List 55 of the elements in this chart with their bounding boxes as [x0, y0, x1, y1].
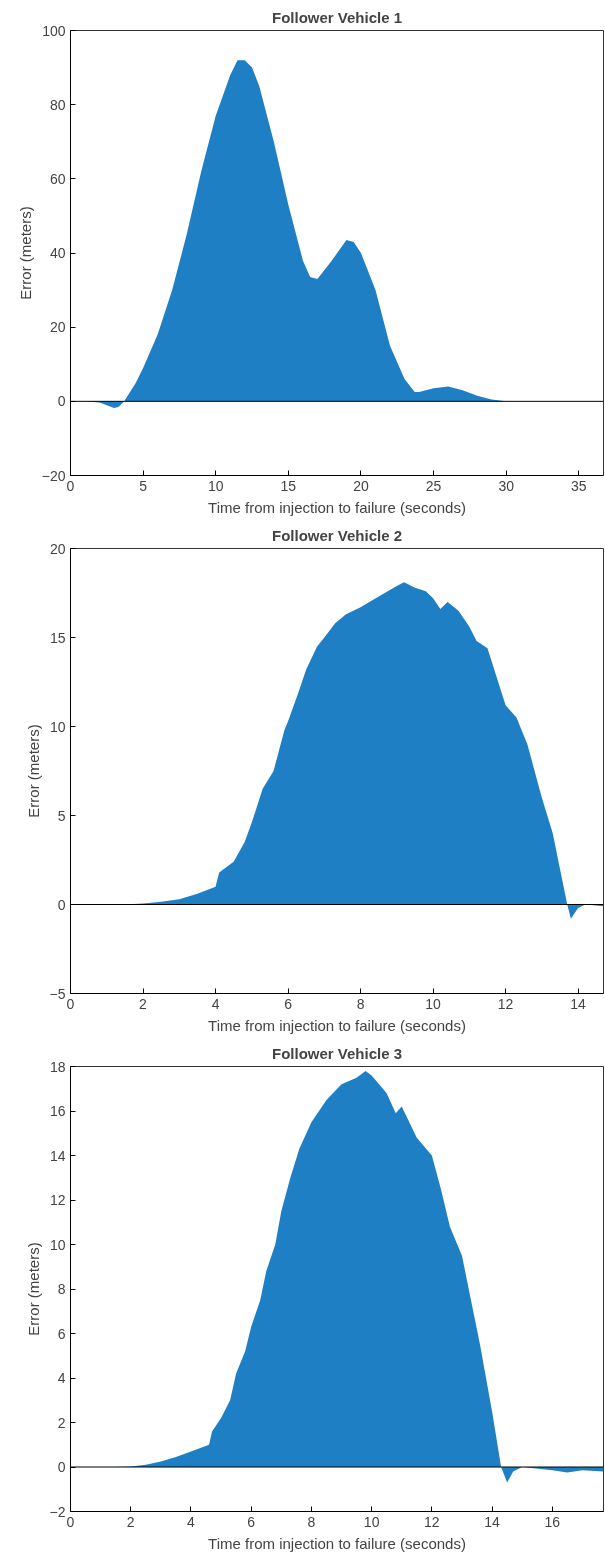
y-tick-label: −5 — [49, 985, 66, 1002]
y-tick-label: 0 — [57, 1459, 66, 1475]
y-tick-label: 5 — [57, 807, 66, 824]
y-tick-label: 18 — [49, 1058, 66, 1075]
y-axis-title: Error (meters) — [16, 206, 34, 300]
y-tick-label: −2 — [49, 1503, 66, 1520]
y-tick-label: −20 — [41, 467, 66, 484]
x-tick-label: 15 — [280, 477, 297, 494]
x-tick-label: 12 — [497, 995, 514, 1012]
x-tick-label: 10 — [363, 1513, 380, 1530]
x-axis-title: Time from injection to failure (seconds) — [208, 1534, 466, 1552]
x-tick-label: 25 — [425, 477, 442, 494]
x-tick-label: 12 — [424, 1513, 440, 1530]
y-tick-label: 60 — [49, 170, 66, 187]
chart-title: Follower Vehicle 3 — [271, 1044, 403, 1062]
y-tick-label: 80 — [49, 96, 66, 113]
y-axis-title: Error (meters) — [24, 724, 42, 818]
y-tick-label: 20 — [49, 319, 66, 336]
y-tick-label: 16 — [49, 1103, 66, 1119]
x-tick-label: 8 — [307, 1513, 316, 1530]
y-tick-label: 15 — [49, 629, 66, 646]
x-tick-label: 4 — [211, 995, 220, 1012]
y-tick-label: 100 — [42, 22, 66, 39]
y-tick-label: 6 — [57, 1325, 66, 1342]
x-tick-label: 6 — [284, 995, 293, 1012]
y-axis-title: Error (meters) — [24, 1242, 42, 1336]
x-tick-label: 10 — [425, 995, 442, 1012]
x-tick-label: 14 — [484, 1513, 501, 1530]
y-tick-label: 10 — [49, 718, 66, 735]
y-tick-label: 0 — [57, 393, 66, 410]
y-tick-label: 8 — [57, 1281, 66, 1297]
x-tick-label: 6 — [247, 1513, 256, 1530]
x-tick-label: 2 — [139, 995, 148, 1012]
y-tick-label: 0 — [57, 896, 66, 913]
chart-title: Follower Vehicle 1 — [271, 8, 403, 26]
x-tick-label: 8 — [356, 995, 365, 1012]
x-tick-label: 5 — [139, 477, 148, 494]
x-tick-label: 14 — [570, 995, 587, 1012]
x-tick-label: 4 — [187, 1513, 196, 1530]
chart-title: Follower Vehicle 2 — [271, 526, 403, 544]
x-tick-label: 20 — [353, 477, 369, 494]
y-tick-label: 4 — [57, 1370, 66, 1386]
y-tick-label: 20 — [49, 540, 66, 557]
x-tick-label: 35 — [571, 477, 587, 494]
x-axis-title: Time from injection to failure (seconds) — [208, 1016, 466, 1034]
x-tick-label: 30 — [498, 477, 515, 494]
x-tick-label: 10 — [207, 477, 224, 494]
y-tick-label: 10 — [49, 1236, 66, 1253]
y-tick-label: 40 — [49, 245, 66, 261]
y-tick-label: 12 — [49, 1192, 66, 1208]
y-tick-label: 2 — [57, 1414, 66, 1431]
y-tick-label: 14 — [49, 1147, 66, 1164]
x-tick-label: 16 — [544, 1513, 561, 1530]
x-axis-title: Time from injection to failure (seconds) — [208, 498, 466, 516]
x-tick-label: 2 — [126, 1513, 135, 1530]
